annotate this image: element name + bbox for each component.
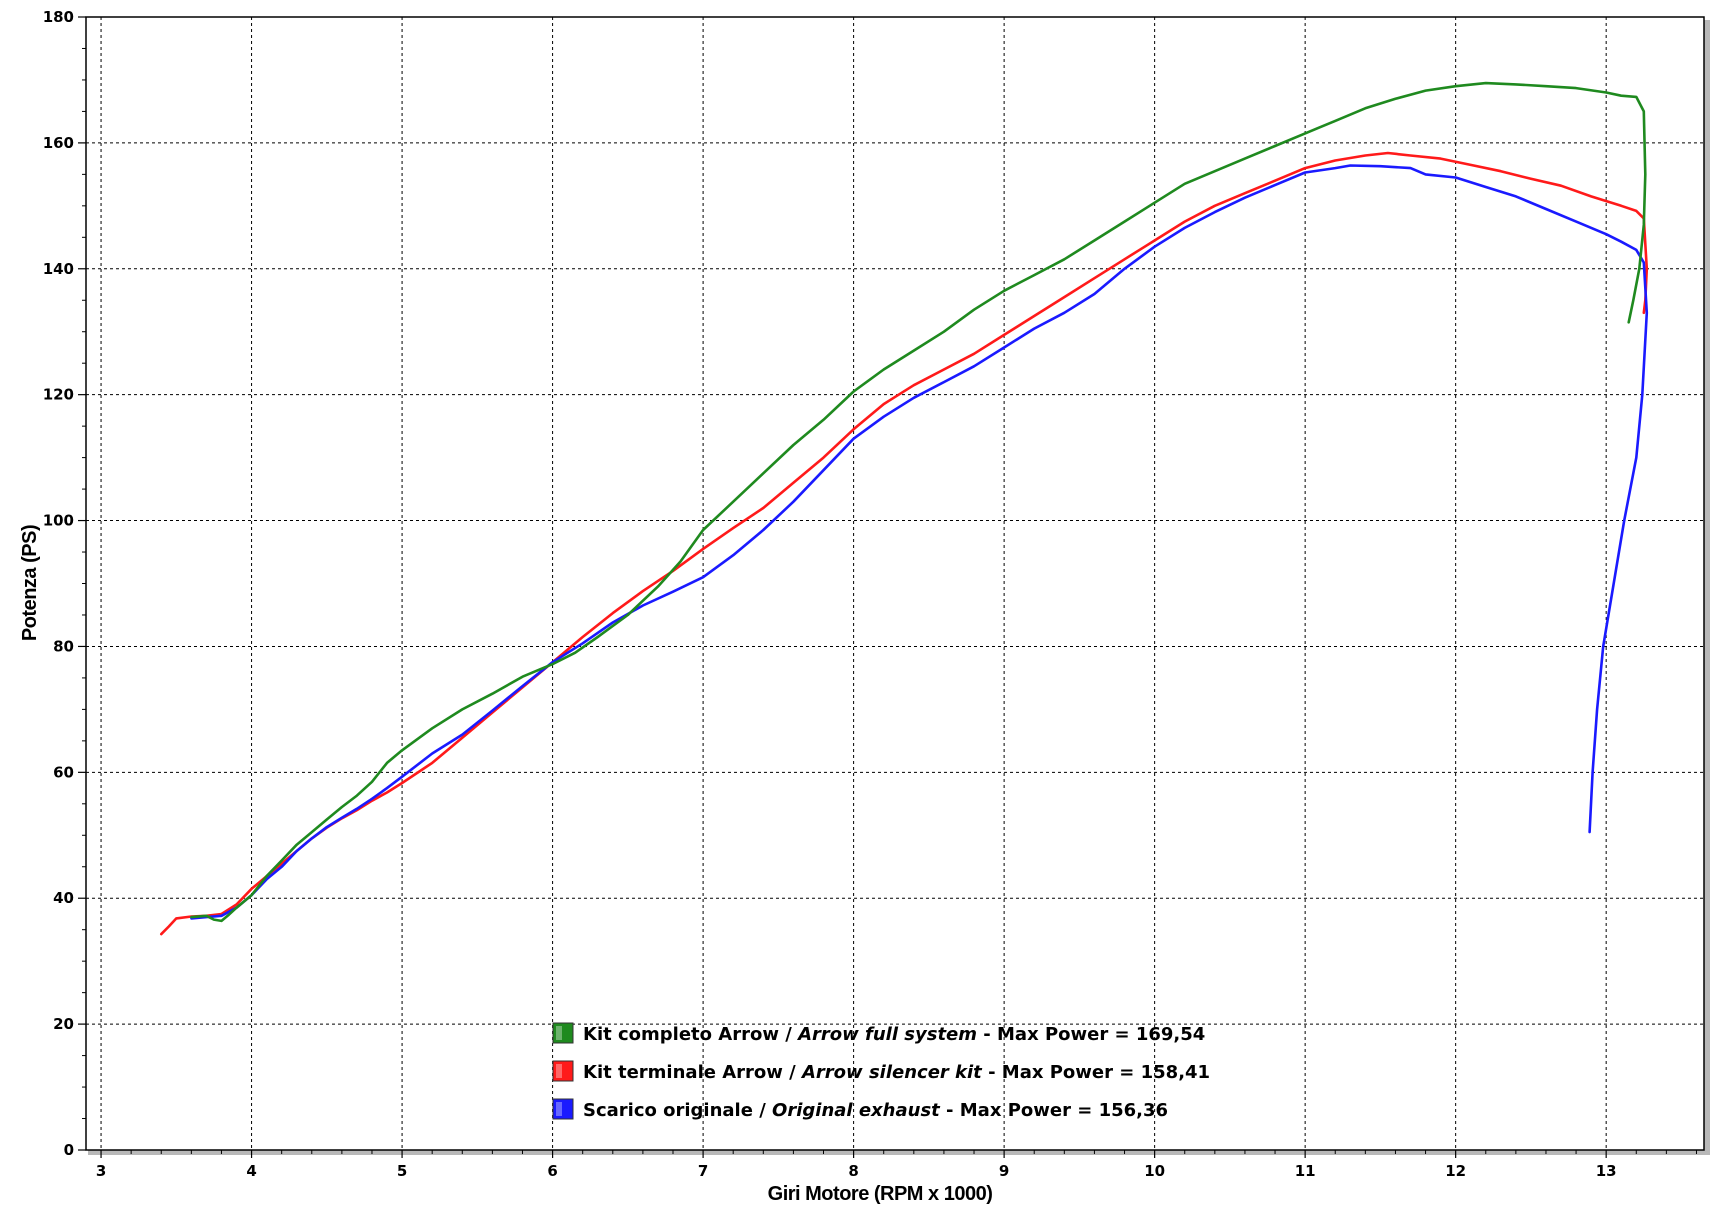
legend-label: Kit terminale Arrow / Arrow silencer kit… [583,1062,1210,1083]
x-tick-label: 5 [397,1162,407,1180]
legend-swatch [552,1098,574,1120]
series-line-0 [190,81,1647,923]
legend-swatch-shine [556,1102,562,1116]
x-tick-label: 10 [1144,1162,1165,1180]
series-line-2 [190,164,1649,920]
x-tick-label: 4 [246,1162,256,1180]
legend-max-power: - Max Power = 156,36 [940,1100,1168,1121]
x-tick-label: 13 [1596,1162,1617,1180]
legend-name: Kit completo Arrow / [583,1024,798,1045]
legend-name-en: Arrow silencer kit [800,1062,983,1083]
y-axis-title: Potenza (PS) [19,525,41,641]
y-tick-label: 140 [43,260,74,278]
y-tick-label: 160 [43,134,74,152]
y-tick-label: 40 [53,889,74,907]
chart-background [85,16,1710,1155]
minor-ticks [78,16,1697,1158]
y-tick-label: 20 [53,1015,74,1033]
legend-label: Scarico originale / Original exhaust - M… [583,1100,1168,1121]
legend-item: Kit completo Arrow / Arrow full system -… [552,1022,1205,1045]
legend-name: Scarico originale / [583,1100,772,1121]
x-tick-labels: 3 4 5 6 7 8 9 10 11 12 13 [96,1162,1617,1180]
legend-max-power: - Max Power = 158,41 [982,1062,1210,1083]
x-tick-label: 11 [1295,1162,1316,1180]
legend-name: Kit terminale Arrow / [583,1062,802,1083]
x-tick-label: 7 [698,1162,708,1180]
x-axis-title: Giri Motore (RPM x 1000) [768,1183,993,1205]
legend-name-en: Arrow full system [796,1024,977,1045]
legend-max-power: - Max Power = 169,54 [977,1024,1205,1045]
legend-swatch-shine [556,1026,562,1040]
y-tick-labels: 0 20 40 60 80 100 120 140 160 180 [43,8,74,1159]
legend: Kit completo Arrow / Arrow full system -… [552,1022,1210,1121]
legend-label: Kit completo Arrow / Arrow full system -… [583,1024,1205,1045]
x-tick-label: 6 [547,1162,557,1180]
legend-swatch [552,1022,574,1044]
y-tick-label: 180 [43,8,74,26]
y-tick-label: 100 [43,512,74,530]
legend-name-en: Original exhaust [772,1100,941,1121]
legend-item: Scarico originale / Original exhaust - M… [552,1098,1168,1121]
grid-lines [86,17,1704,1150]
y-tick-label: 120 [43,386,74,404]
legend-swatch [552,1060,574,1082]
y-tick-label: 60 [53,763,74,781]
x-tick-label: 12 [1445,1162,1466,1180]
legend-item: Kit terminale Arrow / Arrow silencer kit… [552,1060,1210,1083]
legend-swatch-shine [556,1064,562,1078]
y-tick-label: 80 [53,637,74,655]
y-tick-label: 0 [64,1141,74,1159]
x-tick-label: 3 [96,1162,106,1180]
plot-area [85,16,1705,1151]
x-tick-label: 8 [848,1162,858,1180]
series-layer [160,81,1649,936]
x-tick-label: 9 [999,1162,1009,1180]
